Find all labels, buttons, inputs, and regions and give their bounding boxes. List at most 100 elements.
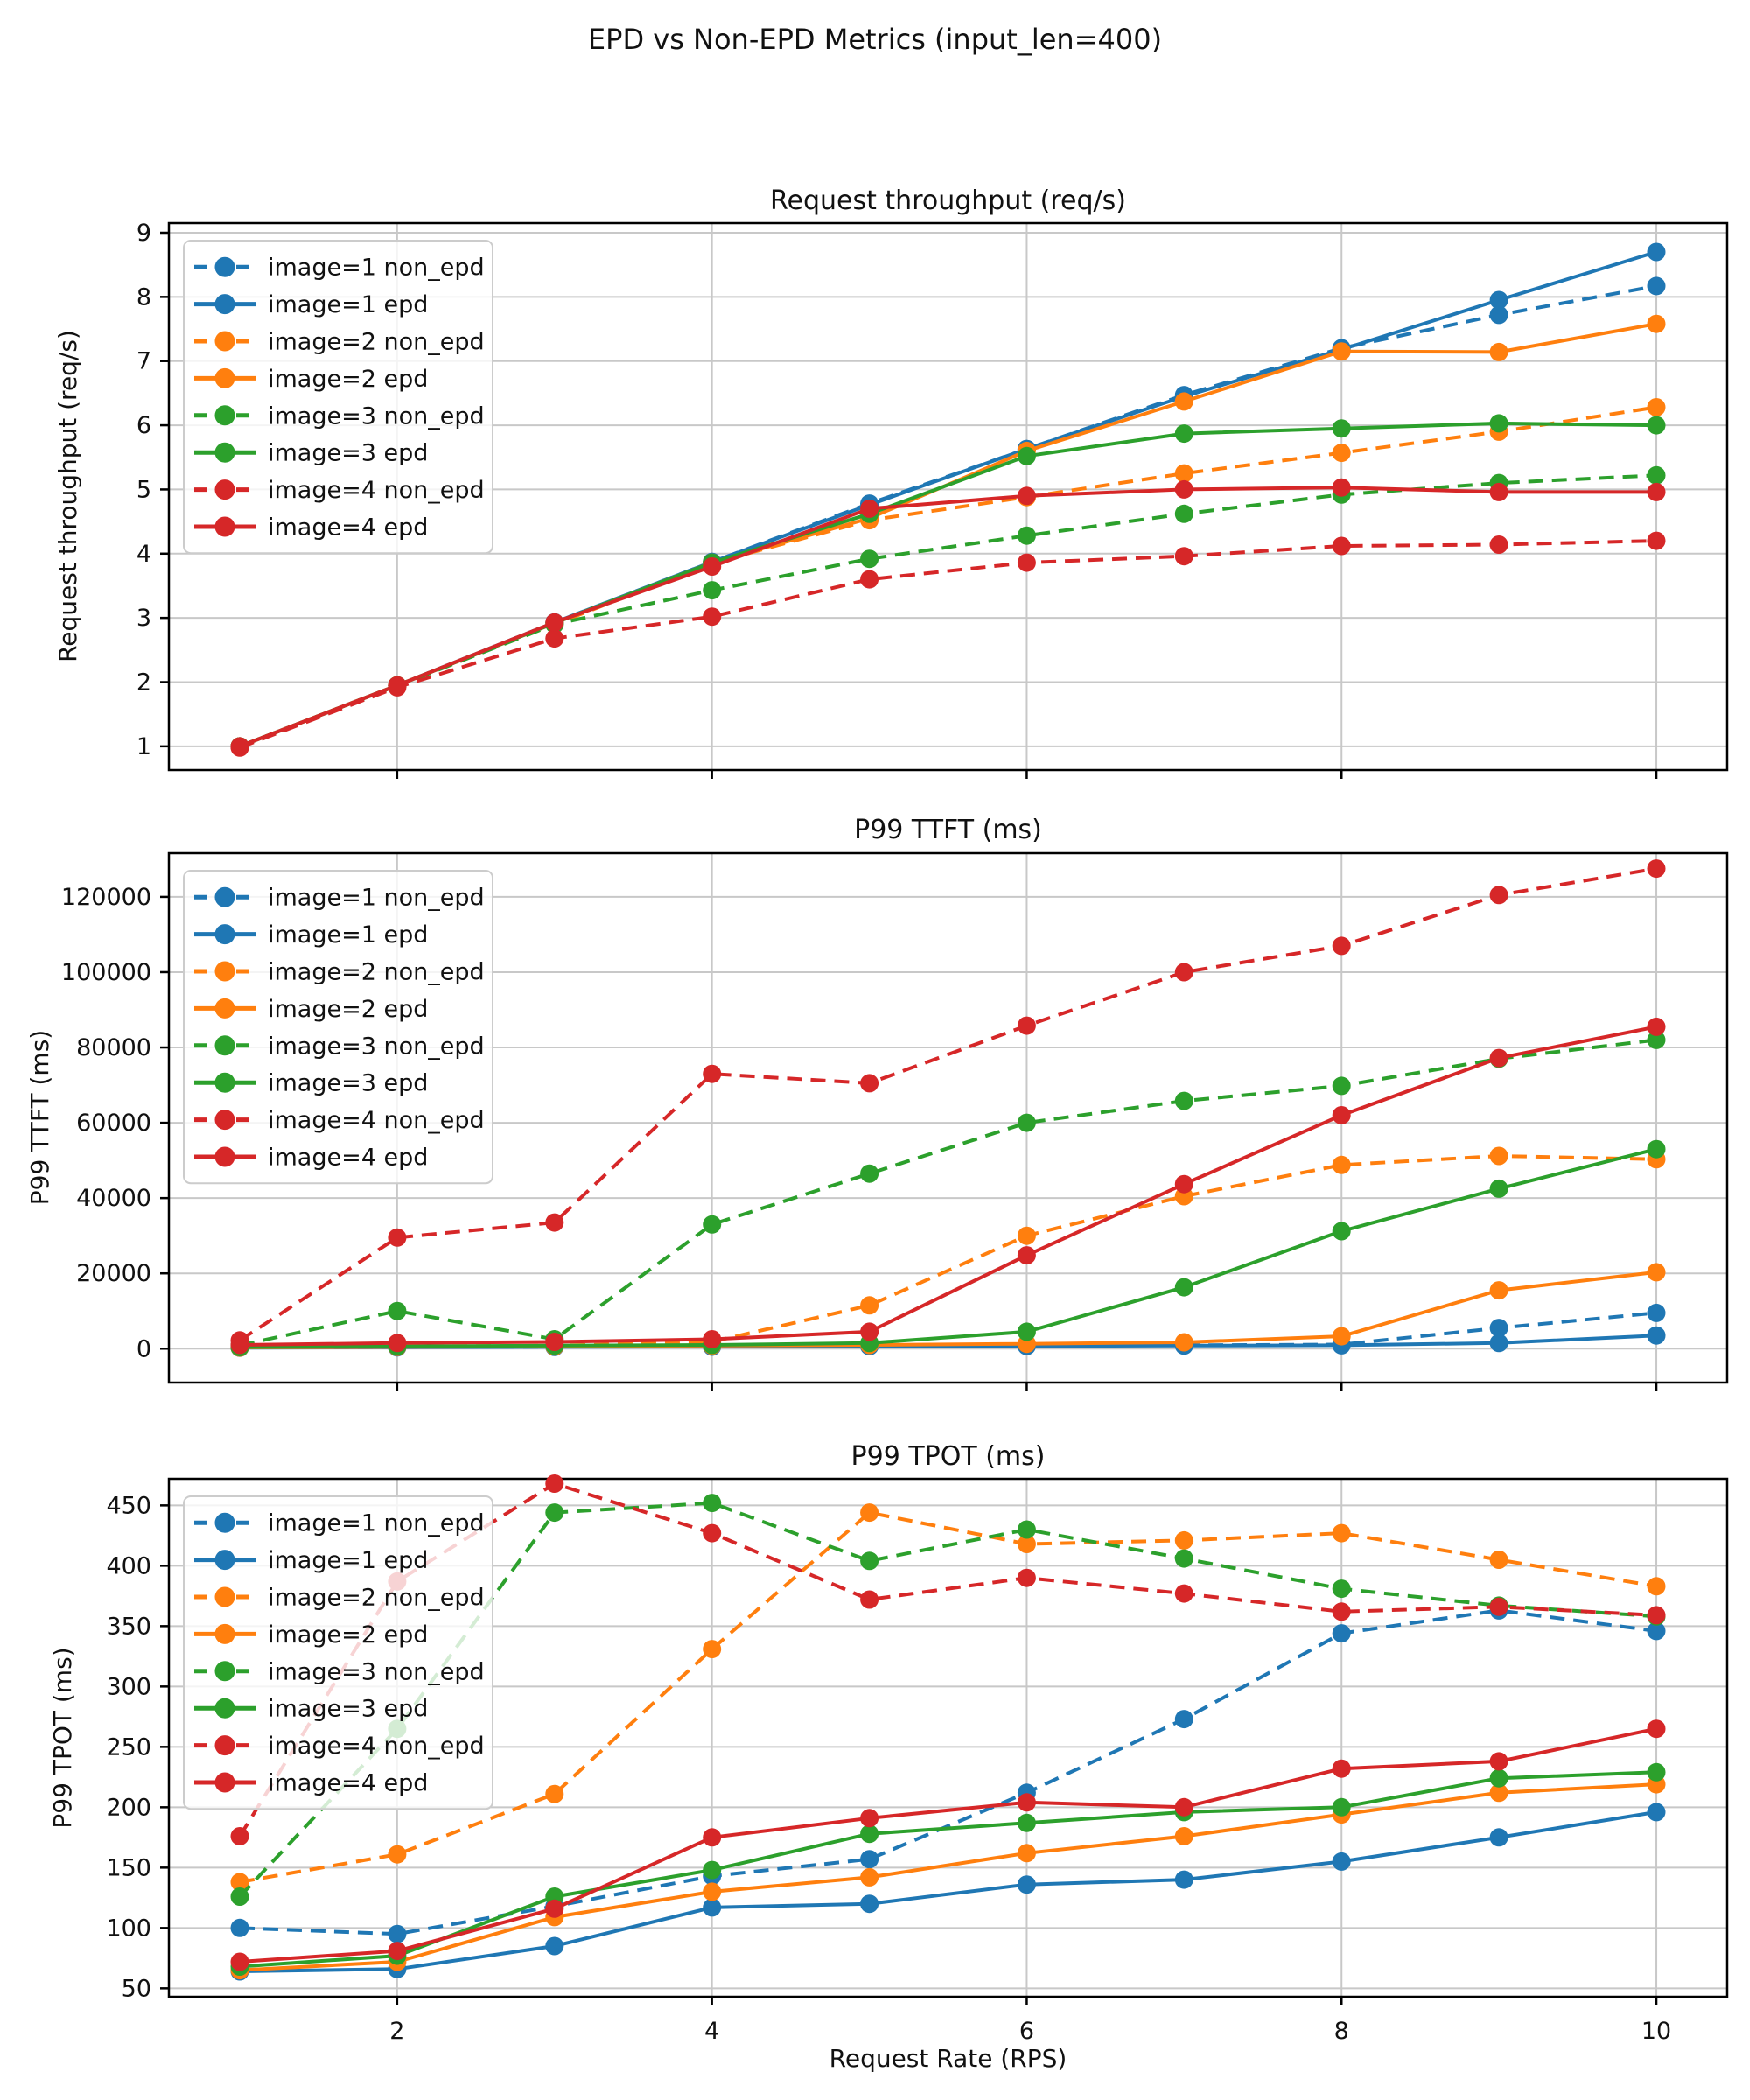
series-marker-image-4-non-epd (703, 607, 722, 626)
x-tick-label: 10 (1642, 2018, 1671, 2045)
series-marker-image-2-non-epd (230, 1872, 249, 1892)
series-marker-image-1-non-epd (388, 1924, 407, 1943)
series-marker-image-3-epd (1174, 1278, 1194, 1297)
series-marker-image-3-epd (1017, 1813, 1036, 1832)
series-marker-image-1-non-epd (1489, 305, 1508, 325)
series-marker-image-4-epd (1647, 1017, 1666, 1036)
subplot1-y-axis-label: Request throughput (req/s) (53, 330, 82, 662)
y-tick-label: 20000 (76, 1260, 151, 1287)
series-marker-image-3-non-epd (545, 1503, 564, 1522)
series-marker-image-1-non-epd (1647, 1303, 1666, 1322)
y-tick-label: 300 (106, 1673, 151, 1700)
series-marker-image-1-epd (545, 1936, 564, 1956)
series-marker-image-4-non-epd (230, 1827, 249, 1845)
legend-item-label: image=3 non_epd (268, 402, 485, 430)
y-tick-label: 7 (136, 348, 151, 375)
series-marker-image-1-non-epd (1647, 1621, 1666, 1641)
legend-item-label: image=3 non_epd (268, 1658, 485, 1685)
legend-sample-marker (214, 1146, 235, 1167)
series-marker-image-4-non-epd (1332, 1602, 1351, 1621)
series-line-image-2-non-epd (239, 1510, 1657, 1884)
series-marker-image-2-epd (1174, 1333, 1194, 1352)
series-marker-image-2-epd (1489, 1783, 1508, 1802)
series-marker-image-4-non-epd (1489, 536, 1508, 554)
legend-item-label: image=3 non_epd (268, 1032, 485, 1060)
series-marker-image-3-non-epd (703, 1494, 722, 1513)
series-marker-image-4-non-epd (860, 570, 879, 589)
legend-box (183, 240, 494, 555)
y-tick-label: 5 (136, 476, 151, 503)
legend-sample-marker (214, 294, 235, 315)
legend-item-label: image=1 non_epd (268, 1510, 485, 1537)
legend-item-label: image=4 epd (268, 514, 428, 542)
series-marker-image-3-epd (703, 1860, 722, 1880)
legend-box (183, 870, 494, 1185)
legend-item-label: image=1 non_epd (268, 885, 485, 912)
series-marker-image-3-epd (1017, 446, 1036, 466)
legend-sample-marker (214, 1512, 235, 1533)
series-line-image-1-non-epd (239, 1608, 1657, 1936)
series-line-image-4-epd (239, 1726, 1657, 1964)
subplot3-y-axis-label: P99 TPOT (ms) (48, 1647, 77, 1829)
series-marker-image-4-epd (1647, 482, 1666, 501)
series-marker-image-1-epd (1332, 1852, 1351, 1871)
series-marker-image-1-epd (1489, 1828, 1508, 1847)
series-marker-image-2-non-epd (545, 1784, 564, 1803)
series-marker-image-4-epd (388, 1942, 407, 1961)
series-marker-image-4-epd (230, 737, 249, 756)
series-marker-image-3-non-epd (860, 1551, 879, 1571)
series-marker-image-2-non-epd (1017, 1226, 1036, 1245)
series-marker-image-4-epd (703, 557, 722, 576)
series-marker-image-3-epd (1332, 1797, 1351, 1816)
legend-item-label: image=1 epd (268, 1547, 428, 1574)
series-marker-image-1-non-epd (230, 1918, 249, 1937)
series-line-image-2-epd (239, 1782, 1657, 1972)
series-line-image-1-epd (239, 1810, 1657, 1973)
legend-item-label: image=3 epd (268, 440, 428, 467)
legend-sample-marker (214, 256, 235, 277)
series-marker-image-2-epd (1017, 1844, 1036, 1863)
series-marker-image-3-non-epd (1332, 1579, 1351, 1599)
series-marker-image-2-epd (1174, 392, 1194, 411)
series-marker-image-2-epd (1647, 1263, 1666, 1282)
legend-item-label: image=2 epd (268, 996, 428, 1023)
y-tick-label: 2 (136, 669, 151, 696)
series-marker-image-1-epd (1489, 290, 1508, 310)
series-marker-image-4-epd (230, 1335, 249, 1354)
series-marker-image-4-non-epd (545, 629, 564, 648)
series-marker-image-3-non-epd (860, 550, 879, 569)
legend-sample-marker (214, 886, 235, 907)
series-marker-image-4-non-epd (1489, 886, 1508, 905)
legend-sample-marker (214, 998, 235, 1018)
series-marker-image-3-non-epd (1332, 1076, 1351, 1096)
legend-item-label: image=2 non_epd (268, 329, 485, 356)
series-marker-image-3-non-epd (1174, 1549, 1194, 1568)
series-line-image-4-non-epd (239, 539, 1657, 750)
series-line-image-3-epd (239, 1147, 1657, 1349)
axes-spine (167, 1477, 1729, 1998)
series-marker-image-4-epd (230, 1952, 249, 1971)
legend-item-label: image=2 epd (268, 1621, 428, 1648)
series-marker-image-4-non-epd (1332, 936, 1351, 956)
series-marker-image-3-non-epd (703, 1214, 722, 1234)
y-tick-label: 8 (136, 284, 151, 311)
series-marker-image-1-epd (1647, 1802, 1666, 1822)
series-marker-image-2-non-epd (1647, 398, 1666, 416)
series-marker-image-4-epd (1332, 478, 1351, 497)
series-marker-image-4-non-epd (545, 1474, 564, 1493)
series-marker-image-2-non-epd (1489, 1146, 1508, 1166)
series-marker-image-4-epd (1174, 480, 1194, 499)
legend-item-label: image=2 non_epd (268, 959, 485, 986)
x-tick-label: 2 (389, 2018, 404, 2045)
legend-item-label: image=4 epd (268, 1144, 428, 1172)
legend-item-label: image=1 epd (268, 921, 428, 948)
y-tick-label: 350 (106, 1613, 151, 1640)
legend-box (183, 1495, 494, 1810)
series-marker-image-4-non-epd (1174, 547, 1194, 566)
series-marker-image-4-non-epd (703, 1523, 722, 1543)
series-marker-image-3-epd (1017, 1322, 1036, 1341)
series-marker-image-2-non-epd (1017, 1535, 1036, 1553)
series-marker-image-3-epd (860, 1824, 879, 1844)
legend-sample-marker (214, 480, 235, 500)
